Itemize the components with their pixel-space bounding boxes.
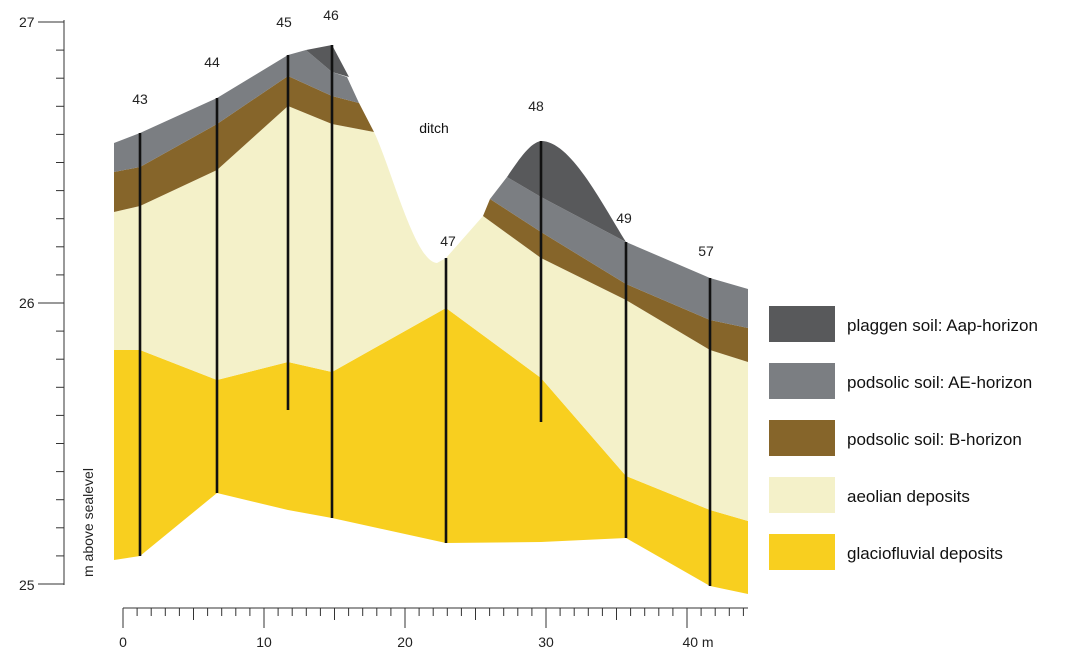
borehole-label: 43 bbox=[132, 91, 148, 107]
layer-b-horizon bbox=[114, 76, 748, 362]
borehole-label: 49 bbox=[616, 210, 632, 226]
boreholes bbox=[138, 45, 712, 586]
x-axis: 0 10 20 30 40 m bbox=[119, 607, 748, 650]
legend-label: podsolic soil: AE-horizon bbox=[847, 373, 1032, 392]
y-axis-ticks bbox=[38, 21, 64, 585]
legend-swatch-aeolian bbox=[769, 477, 835, 513]
y-tick-label: 27 bbox=[19, 14, 35, 30]
y-tick-label: 26 bbox=[19, 295, 35, 311]
borehole-labels: 43 44 45 46 47 48 49 57 bbox=[132, 7, 714, 259]
legend-label: podsolic soil: B-horizon bbox=[847, 430, 1022, 449]
x-tick-label: 40 m bbox=[682, 634, 713, 650]
legend-swatch-b bbox=[769, 420, 835, 456]
borehole-label: 48 bbox=[528, 98, 544, 114]
legend-swatch-glaciofluvial bbox=[769, 534, 835, 570]
borehole-label: 47 bbox=[440, 233, 456, 249]
layers bbox=[114, 45, 748, 594]
borehole-label: 57 bbox=[698, 243, 714, 259]
legend: plaggen soil: Aap-horizon podsolic soil:… bbox=[769, 306, 1038, 570]
x-tick-label: 30 bbox=[538, 634, 554, 650]
y-axis-title: m above sealevel bbox=[80, 468, 96, 577]
y-tick-label: 25 bbox=[19, 577, 35, 593]
borehole-label: 46 bbox=[323, 7, 339, 23]
legend-label: plaggen soil: Aap-horizon bbox=[847, 316, 1038, 335]
borehole-label: 44 bbox=[204, 54, 220, 70]
layer-aeolian bbox=[114, 106, 748, 521]
legend-swatch-ae bbox=[769, 363, 835, 399]
x-tick-label: 20 bbox=[397, 634, 413, 650]
ditch-label: ditch bbox=[419, 120, 449, 136]
borehole-label: 45 bbox=[276, 14, 292, 30]
legend-label: glaciofluvial deposits bbox=[847, 544, 1003, 563]
legend-label: aeolian deposits bbox=[847, 487, 970, 506]
layer-ae-horizon bbox=[114, 50, 748, 328]
x-tick-label: 10 bbox=[256, 634, 272, 650]
x-axis-ticks bbox=[122, 608, 744, 628]
layer-plaggen bbox=[306, 45, 626, 242]
legend-swatch-plaggen bbox=[769, 306, 835, 342]
layer-glaciofluvial bbox=[114, 308, 748, 594]
x-tick-label: 0 bbox=[119, 634, 127, 650]
y-axis: 25 26 27 m above sealevel bbox=[19, 14, 96, 593]
